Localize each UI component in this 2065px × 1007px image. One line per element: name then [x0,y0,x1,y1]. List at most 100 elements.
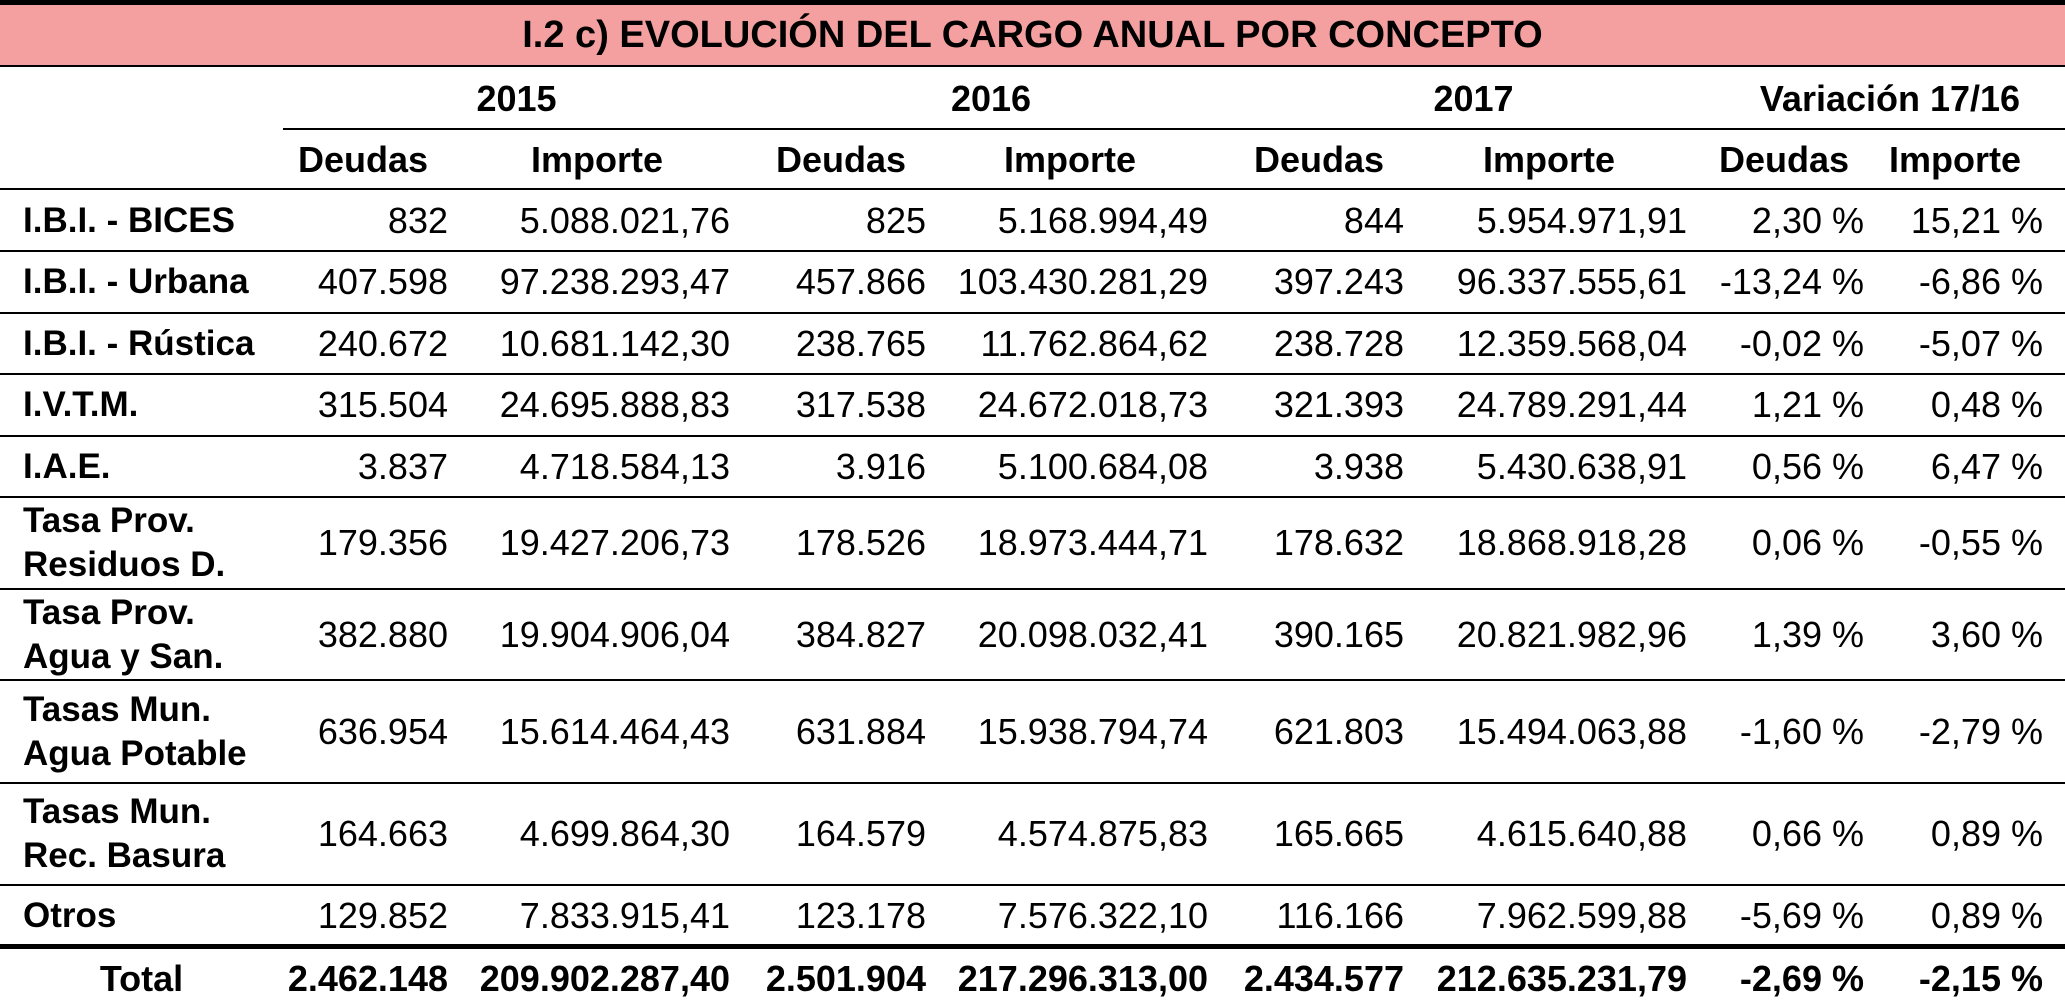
row-label: I.B.I. - Urbana [23,262,249,301]
header-bottom-rule [0,188,2065,190]
table-row: Tasas Mun. Agua Potable 636.954 15.614.464… [0,680,2065,783]
table-title: I.2 c) EVOLUCIÓN DEL CARGO ANUAL POR CON… [0,5,2065,67]
table-cell: 0,89 % [1930,894,2043,936]
row-divider [0,884,2065,886]
table-cell: 24.672.018,73 [977,384,1208,425]
year-header: 2015 [476,78,557,119]
table-cell: 621.803 [1273,710,1404,752]
total-cell: -2,69 % [1739,957,1864,999]
table-row: I.V.T.M. 315.504 24.695.888,83 317.538 24.67… [0,374,2065,436]
row-label: I.V.T.M. [23,385,139,424]
total-label: Total [99,957,184,999]
table-cell: 129.852 [317,894,448,936]
table-cell: 12.359.568,04 [1456,322,1687,364]
row-label: Tasas Mun. Rec. Basura [23,792,226,875]
total-cell: 209.902.287,40 [479,957,730,999]
table-cell: 20.098.032,41 [977,613,1208,655]
table-cell: 0,48 % [1930,384,2043,425]
table-cell: 20.821.982,96 [1456,613,1687,655]
table-cell: 1,39 % [1751,613,1864,655]
table-cell: 164.663 [317,813,448,854]
table-cell: 15,21 % [1910,199,2043,241]
table-row: Tasa Prov. Residuos D. 179.356 19.427.206,… [0,497,2065,589]
table-cell: 123.178 [795,894,926,936]
column-header: Importe [1482,139,1615,180]
table-cell: 382.880 [317,613,448,655]
table-cell: 15.938.794,74 [977,710,1208,752]
table-cell: 317.538 [795,384,926,425]
table-cell: 384.827 [795,613,926,655]
row-divider [0,312,2065,314]
table-cell: -5,07 % [1918,322,2043,364]
total-row: Total 2.462.148 209.902.287,40 2.501.904 217… [0,950,2065,1007]
variation-header: Variación 17/16 [1759,78,2021,119]
row-divider [0,250,2065,252]
year-header-row: 2015 2016 2017 Variación 17/16 [0,70,2065,128]
table-cell: 165.665 [1273,813,1404,854]
table-cell: 321.393 [1273,384,1404,425]
row-divider [0,679,2065,681]
table-cell: 4.699.864,30 [519,813,730,854]
table-cell: 103.430.281,29 [957,261,1208,302]
total-rule [0,944,2065,949]
table-cell: 240.672 [317,322,448,364]
table-cell: 3.938 [1313,445,1404,487]
table-cell: 19.904.906,04 [499,613,730,655]
column-header: Deudas [297,139,429,180]
total-cell: -2,15 % [1918,957,2043,999]
table-cell: 19.427.206,73 [499,522,730,563]
table-cell: 844 [1343,199,1404,241]
table-title-text: I.2 c) EVOLUCIÓN DEL CARGO ANUAL POR CON… [522,13,1543,56]
table-cell: 238.765 [795,322,926,364]
row-label: Otros [23,895,117,935]
table-cell: 2,30 % [1751,199,1864,241]
table-cell: -0,02 % [1739,322,1864,364]
table-cell: 15.494.063,88 [1456,710,1687,752]
table-row: I.B.I. - BICES 832 5.088.021,76 825 5.168.99… [0,190,2065,251]
row-label: Tasa Prov. Residuos D. [23,501,226,584]
table-cell: 7.576.322,10 [997,894,1208,936]
table-cell: 5.168.994,49 [997,199,1208,241]
column-header: Importe [1888,139,2021,180]
table-cell: 4.718.584,13 [519,445,730,487]
table-row: I.B.I. - Rústica 240.672 10.681.142,30 238.… [0,313,2065,374]
column-header-row: Deudas Importe Deudas Importe Deudas Importe D… [0,130,2065,190]
header-divider [283,128,2065,130]
column-header: Importe [1003,139,1136,180]
table-row: Otros 129.852 7.833.915,41 123.178 7.576.322… [0,885,2065,946]
column-header: Deudas [775,139,907,180]
table-cell: 7.962.599,88 [1476,894,1687,936]
table-cell: 178.632 [1273,522,1404,563]
table-cell: 178.526 [795,522,926,563]
table-cell: 390.165 [1273,613,1404,655]
table-row: Tasa Prov. Agua y San. 382.880 19.904.906,… [0,589,2065,680]
row-divider [0,588,2065,590]
table-cell: 0,06 % [1751,522,1864,563]
table-cell: 457.866 [795,261,926,302]
table-row: I.B.I. - Urbana 407.598 97.238.293,47 457.8… [0,251,2065,313]
table-cell: 631.884 [795,710,926,752]
table-cell: 0,66 % [1751,813,1864,854]
table-cell: 24.789.291,44 [1456,384,1687,425]
table-cell: -2,79 % [1918,710,2043,752]
total-cell: 212.635.231,79 [1436,957,1687,999]
table-cell: 6,47 % [1930,445,2043,487]
table-cell: 164.579 [795,813,926,854]
table-cell: 832 [387,199,448,241]
table-cell: -1,60 % [1739,710,1864,752]
table-cell: -5,69 % [1739,894,1864,936]
table-cell: 5.088.021,76 [519,199,730,241]
table-cell: 3.916 [835,445,926,487]
table-cell: 4.615.640,88 [1476,813,1687,854]
table-cell: 18.868.918,28 [1456,522,1687,563]
table-cell: 24.695.888,83 [499,384,730,425]
row-divider [0,435,2065,437]
table-cell: -0,55 % [1918,522,2043,563]
table-cell: 3,60 % [1930,613,2043,655]
table-cell: 5.954.971,91 [1476,199,1687,241]
table-cell: -6,86 % [1918,261,2043,302]
table-cell: 315.504 [317,384,448,425]
table-cell: 825 [865,199,926,241]
total-cell: 2.501.904 [765,957,926,999]
table-cell: 407.598 [317,261,448,302]
